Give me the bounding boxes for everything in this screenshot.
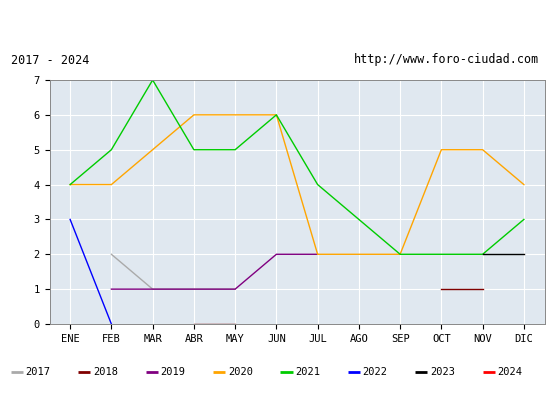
Text: 2018: 2018 [93, 367, 118, 377]
Text: http://www.foro-ciudad.com: http://www.foro-ciudad.com [354, 54, 539, 66]
Text: 2017: 2017 [26, 367, 51, 377]
Text: 2021: 2021 [295, 367, 320, 377]
Text: Evolucion del paro registrado en Torrijas: Evolucion del paro registrado en Torrija… [88, 14, 462, 30]
Text: 2020: 2020 [228, 367, 253, 377]
Text: 2017 - 2024: 2017 - 2024 [11, 54, 89, 66]
Text: 2024: 2024 [497, 367, 522, 377]
Text: 2022: 2022 [362, 367, 388, 377]
Text: 2023: 2023 [430, 367, 455, 377]
Text: 2019: 2019 [161, 367, 185, 377]
